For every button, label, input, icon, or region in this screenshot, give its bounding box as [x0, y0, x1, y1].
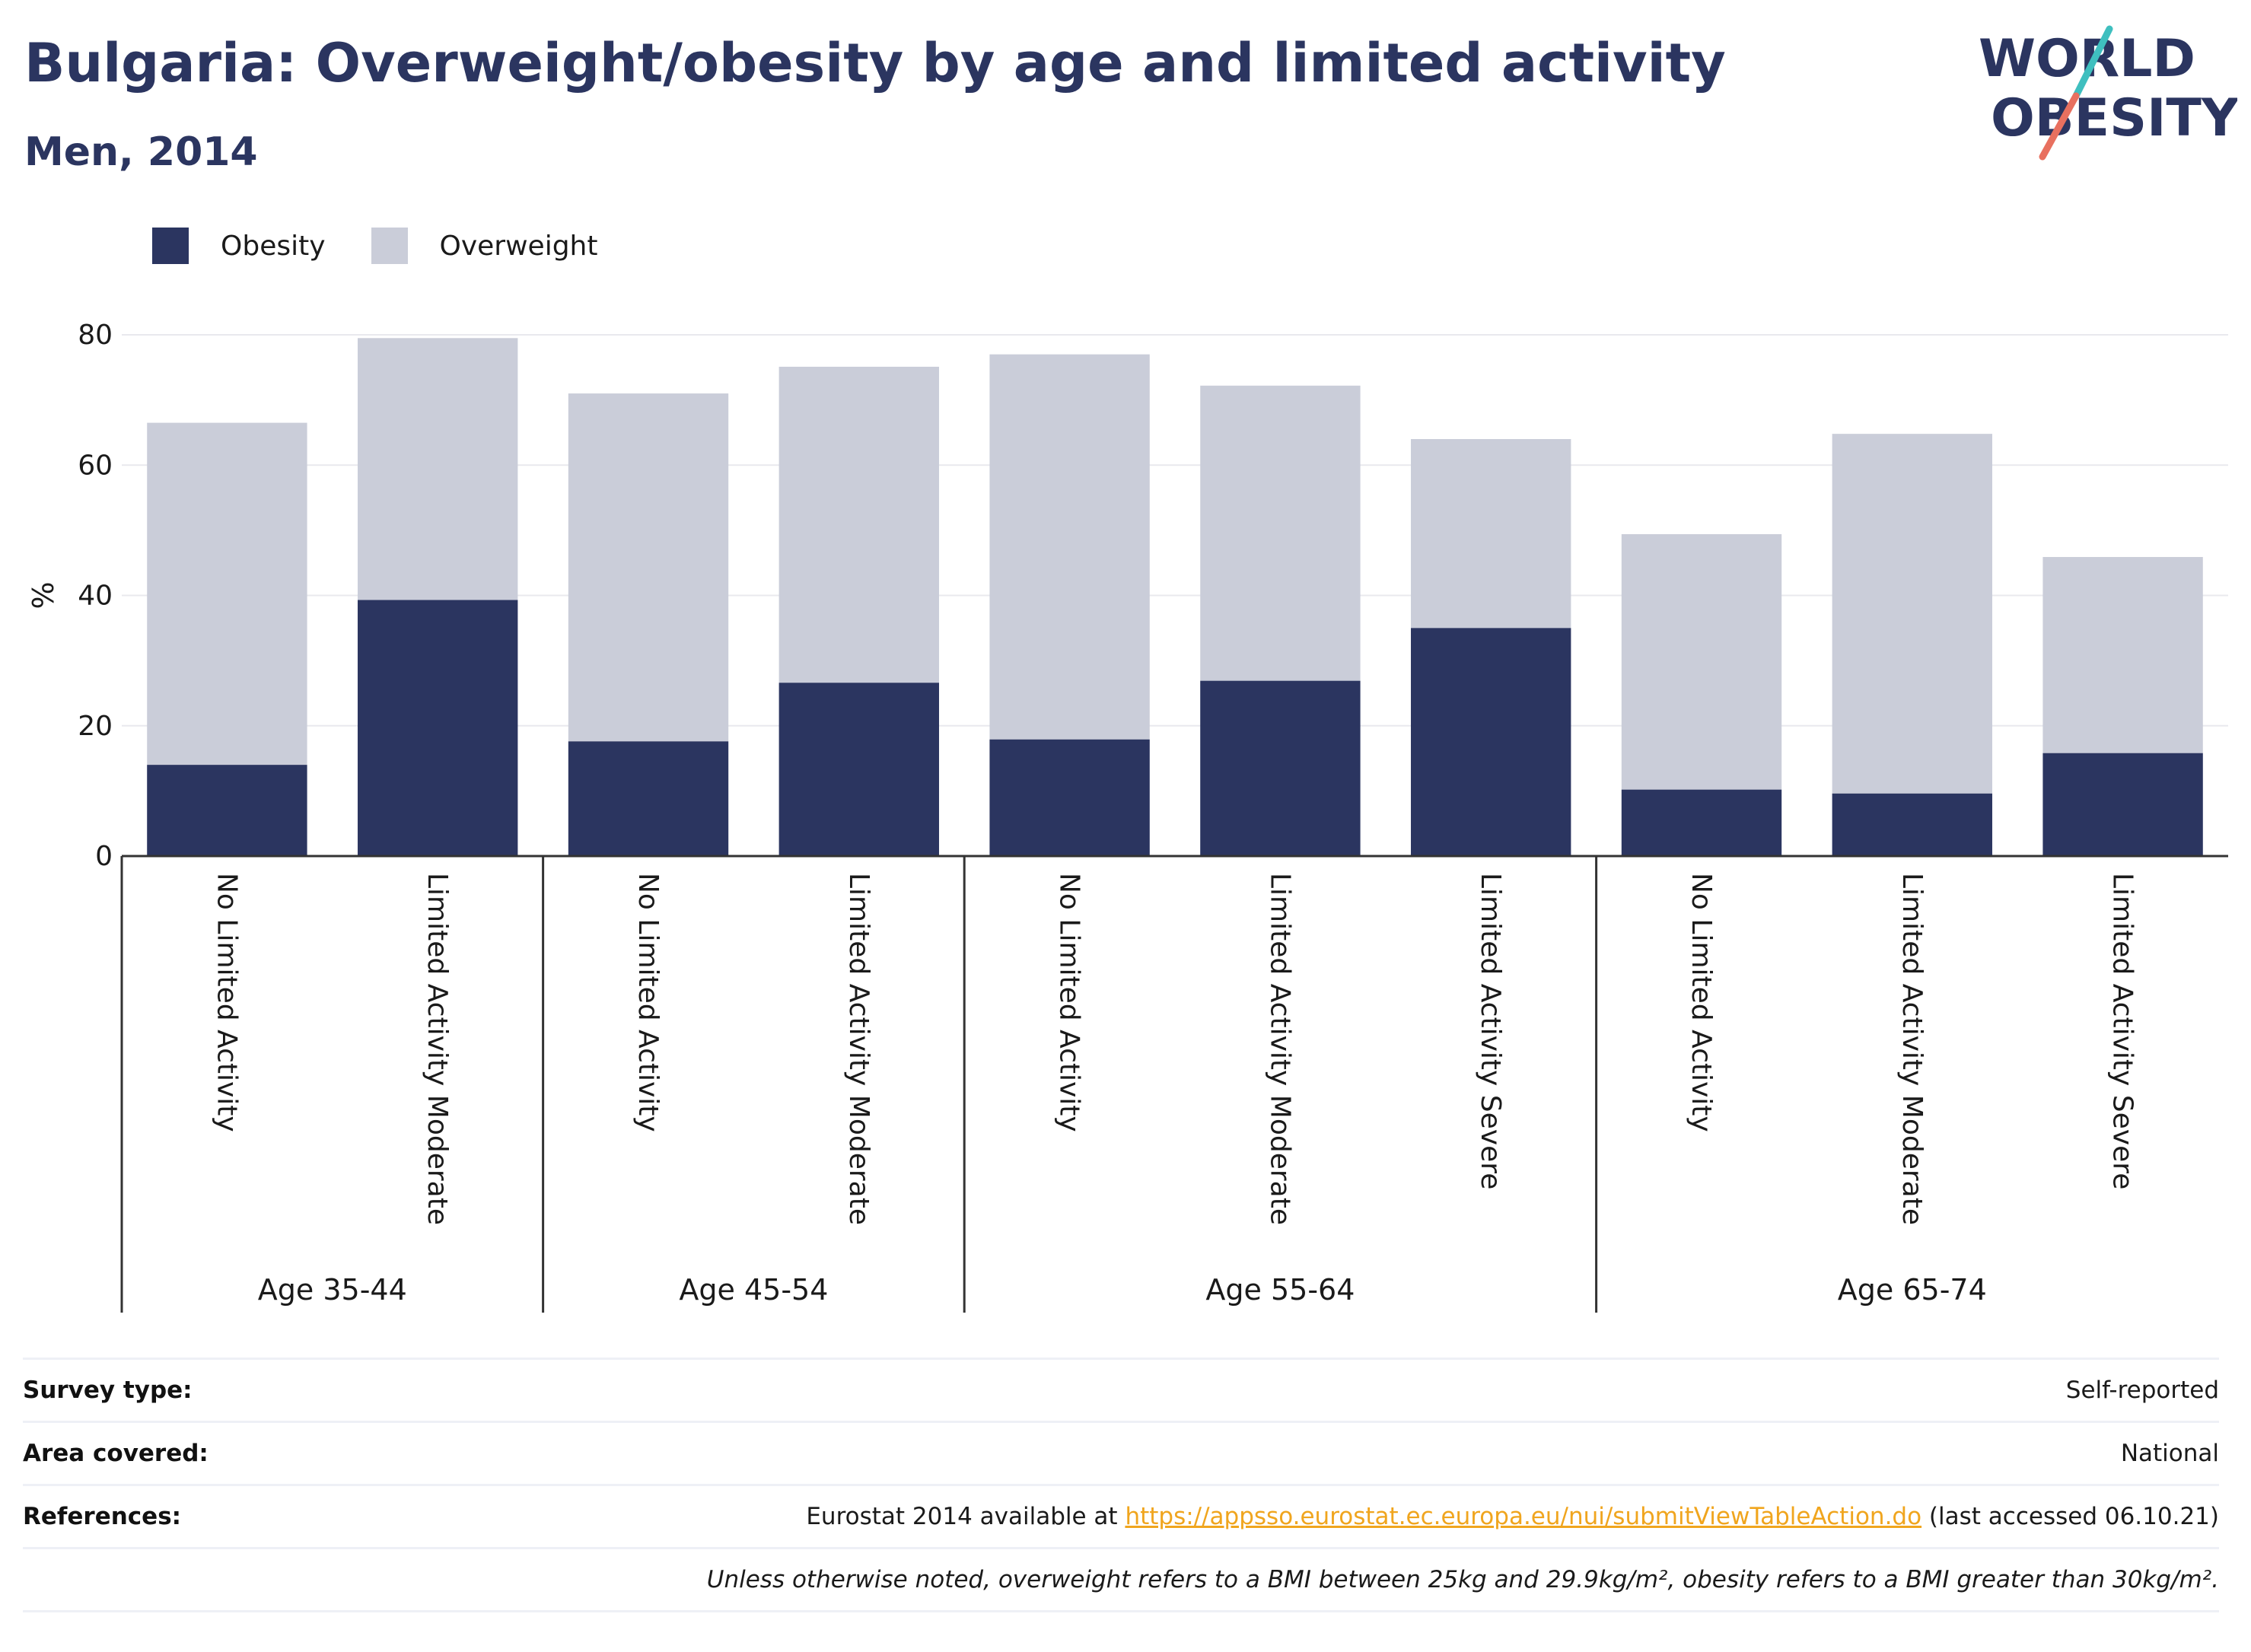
- category-label: Limited Activity Moderate: [843, 873, 874, 1225]
- bar-overweight: [1200, 385, 1361, 681]
- info-table: Survey type: Self-reported Area covered:…: [23, 1358, 2219, 1612]
- bar-obesity: [1200, 680, 1361, 856]
- bar-overweight: [2042, 556, 2203, 753]
- bar-overweight: [568, 393, 729, 742]
- legend-label-obesity: Obesity: [221, 230, 326, 262]
- svg-text:OBESITY: OBESITY: [1991, 88, 2237, 148]
- category-label: No Limited Activity: [632, 873, 664, 1132]
- bar-obesity: [1411, 628, 1571, 856]
- category-label: No Limited Activity: [211, 873, 242, 1132]
- bar-obesity: [989, 739, 1150, 856]
- category-label: Limited Activity Moderate: [422, 873, 453, 1225]
- group-label: Age 55-64: [1205, 1273, 1355, 1307]
- references-value: Eurostat 2014 available at https://appss…: [806, 1503, 2219, 1530]
- y-tick-label: 0: [95, 841, 113, 872]
- reference-prefix: Eurostat 2014 available at: [806, 1503, 1126, 1530]
- bar-overweight: [1832, 434, 1992, 794]
- bar-overweight: [1411, 439, 1571, 629]
- group-label: Age 35-44: [258, 1273, 407, 1307]
- bar-obesity: [1832, 793, 1992, 856]
- stacked-bar-chart: 0 20 40 60 80% No Limited Activity Limited Act…: [27, 320, 2228, 1313]
- bar-obesity: [778, 683, 939, 856]
- group-label: Age 45-54: [679, 1273, 828, 1307]
- chart-subtitle: Men, 2014: [24, 129, 258, 175]
- y-tick-label: 60: [78, 450, 113, 481]
- info-row-references: References: Eurostat 2014 available at h…: [23, 1486, 2219, 1549]
- info-row-survey: Survey type: Self-reported: [23, 1358, 2219, 1423]
- bmi-note: Unless otherwise noted, overweight refer…: [706, 1566, 2219, 1593]
- legend-swatch-overweight: [371, 228, 408, 264]
- chart-title: Bulgaria: Overweight/obesity by age and …: [24, 32, 1726, 94]
- y-axis-title: %: [27, 581, 60, 609]
- y-tick-label: 40: [78, 581, 113, 612]
- bar-obesity: [1621, 789, 1782, 856]
- bar-obesity: [358, 600, 518, 856]
- references-label: References:: [23, 1503, 182, 1530]
- category-label: Limited Activity Moderate: [1896, 873, 1928, 1225]
- bar-overweight: [989, 354, 1150, 740]
- info-row-area: Area covered: National: [23, 1423, 2219, 1486]
- bar-obesity: [2042, 753, 2203, 856]
- bar-obesity: [568, 741, 729, 856]
- legend-item-obesity: Obesity: [152, 228, 326, 264]
- legend-item-overweight: Overweight: [371, 228, 598, 264]
- survey-type-label: Survey type:: [23, 1377, 193, 1404]
- category-label: No Limited Activity: [1686, 873, 1717, 1132]
- bar-overweight: [1621, 534, 1782, 790]
- bar-obesity: [147, 765, 307, 856]
- chart-legend: Obesity Overweight: [152, 227, 643, 265]
- reference-link[interactable]: https://appsso.eurostat.ec.europa.eu/nui…: [1125, 1503, 1922, 1530]
- world-obesity-logo: WORLD OBESITY: [1979, 25, 2237, 161]
- bar-overweight: [358, 338, 518, 600]
- category-label: Limited Activity Severe: [2107, 873, 2138, 1189]
- survey-type-value: Self-reported: [2065, 1377, 2219, 1404]
- category-label: No Limited Activity: [1054, 873, 1085, 1132]
- area-covered-label: Area covered:: [23, 1440, 209, 1467]
- group-label: Age 65-74: [1838, 1273, 1987, 1307]
- category-label: Limited Activity Moderate: [1264, 873, 1295, 1225]
- info-row-note: Unless otherwise noted, overweight refer…: [23, 1549, 2219, 1612]
- legend-swatch-obesity: [152, 228, 189, 264]
- reference-suffix: (last accessed 06.10.21): [1921, 1503, 2219, 1530]
- legend-label-overweight: Overweight: [439, 230, 598, 262]
- y-tick-label: 80: [78, 320, 113, 351]
- category-label: Limited Activity Severe: [1475, 873, 1506, 1189]
- bar-overweight: [147, 422, 307, 766]
- y-tick-label: 20: [78, 711, 113, 742]
- bar-overweight: [778, 366, 939, 683]
- area-covered-value: National: [2120, 1440, 2219, 1467]
